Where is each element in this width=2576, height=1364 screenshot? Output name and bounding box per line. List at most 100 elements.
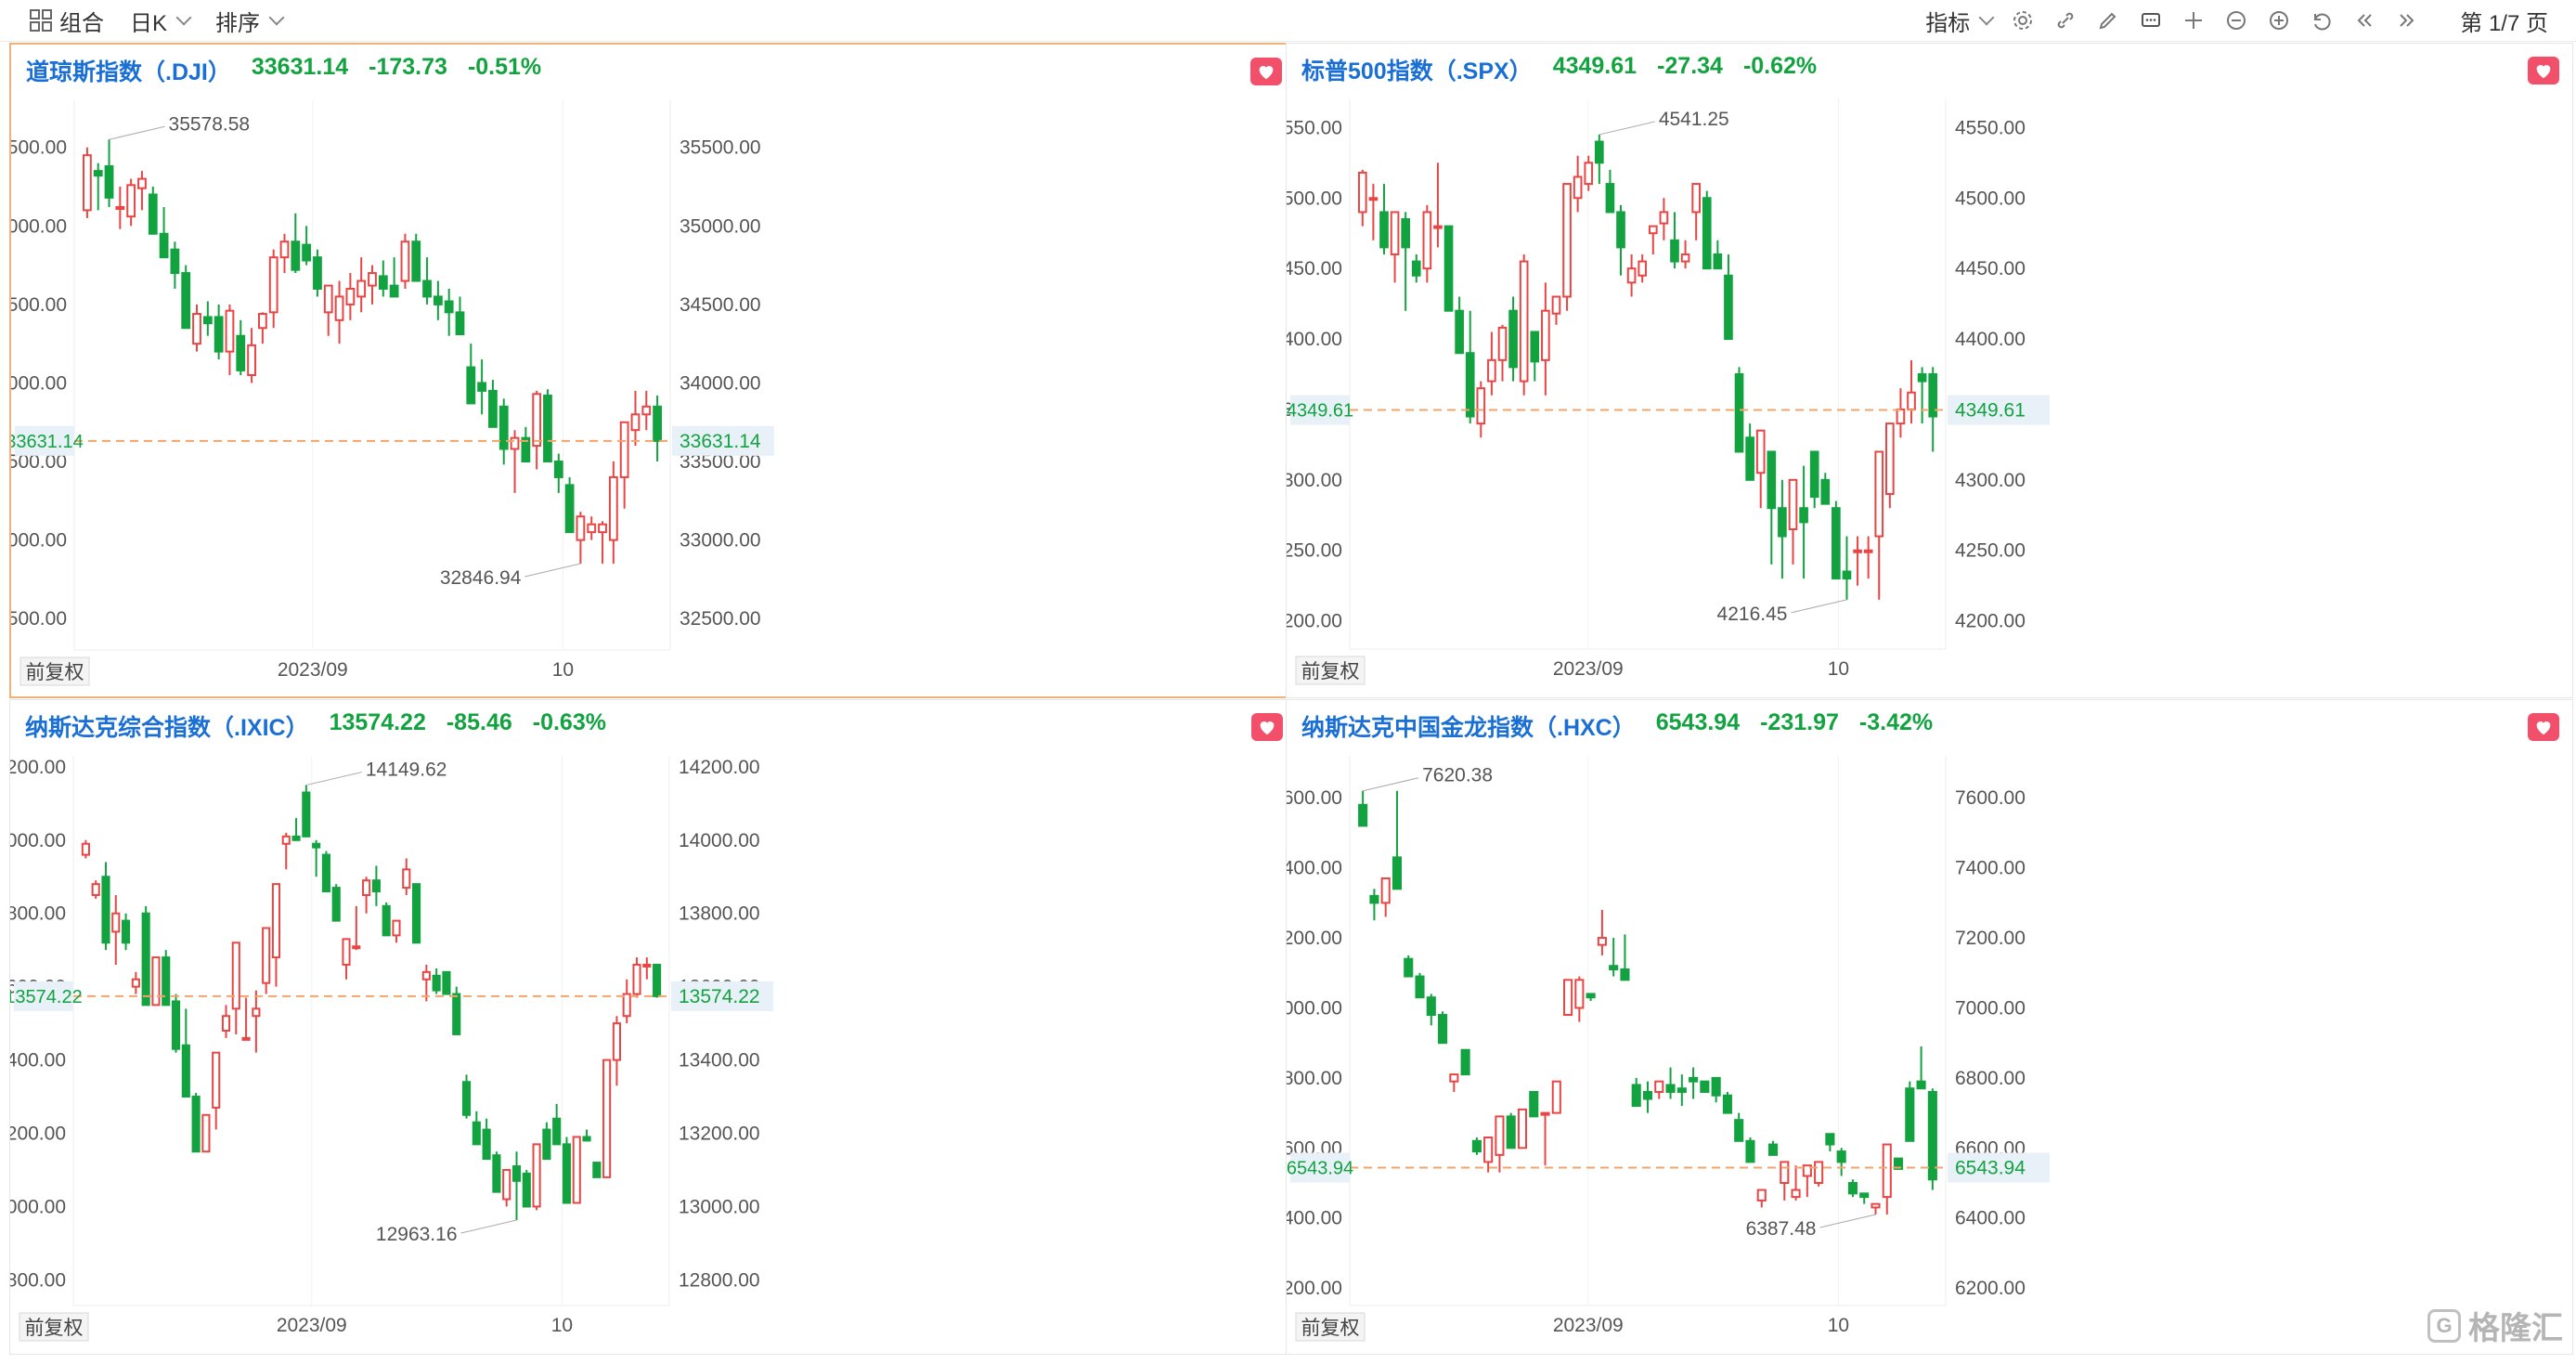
candle-body xyxy=(1676,1087,1687,1093)
pencil-icon[interactable] xyxy=(2096,8,2120,32)
top-toolbar: 组合 日K 排序 指标 第 1/7 页 xyxy=(0,0,2576,42)
adj-label-box xyxy=(1295,1312,1366,1342)
candle-body xyxy=(281,835,291,845)
candle-body xyxy=(1780,1161,1790,1185)
candle-body xyxy=(1874,450,1884,538)
candle-body xyxy=(331,887,341,922)
candle-body xyxy=(111,912,121,933)
candle-body xyxy=(1358,803,1368,827)
candle-body xyxy=(1495,1115,1505,1156)
candle-body xyxy=(511,1165,522,1182)
candle-body xyxy=(1745,1139,1755,1163)
crosshair-icon[interactable] xyxy=(2181,8,2206,32)
high-label: 14149.62 xyxy=(366,760,447,781)
x-tick-label: 2023/09 xyxy=(1553,658,1624,680)
y-tick-label-left: 35500.00 xyxy=(11,137,67,159)
candle-body xyxy=(91,883,100,896)
index-title[interactable]: 道琼斯指数（.DJI） xyxy=(26,59,231,85)
comment-icon[interactable] xyxy=(2139,8,2163,32)
candle-body xyxy=(362,879,371,896)
candle-body xyxy=(1540,1111,1550,1116)
candle-body xyxy=(312,842,321,849)
candle-body xyxy=(482,1128,491,1161)
candle-body xyxy=(1691,183,1701,214)
candle-body xyxy=(389,284,399,298)
index-change-pct: -0.63% xyxy=(532,709,606,735)
rewind-icon[interactable] xyxy=(2352,8,2376,32)
candle-body xyxy=(630,413,641,432)
favorite-heart-icon[interactable] xyxy=(1250,58,1282,85)
undo-icon[interactable] xyxy=(2310,8,2334,32)
candle-body xyxy=(1734,373,1744,453)
candlestick-chart[interactable]: 4550.00 4550.00 4500.00 4500.00 4450.00 4450.… xyxy=(1287,44,2574,699)
candle-body xyxy=(151,956,161,1007)
candle-body xyxy=(598,523,607,534)
sort-dropdown[interactable]: 排序 xyxy=(215,5,285,37)
y-tick-label-left: 7600.00 xyxy=(1287,787,1342,809)
y-tick-label-right: 13000.00 xyxy=(679,1196,760,1217)
candle-body xyxy=(302,791,311,838)
index-title[interactable]: 纳斯达克综合指数（.IXIC） xyxy=(25,715,309,741)
index-change-pct: -0.62% xyxy=(1742,53,1818,79)
candle-body xyxy=(225,309,235,353)
chart-panel-ixic[interactable]: 纳斯达克综合指数（.IXIC） 13574.22 -85.46 -0.63% 1… xyxy=(9,699,1297,1355)
y-tick-label-left: 35000.00 xyxy=(11,215,67,237)
candle-body xyxy=(291,240,301,271)
zoom-in-icon[interactable] xyxy=(2267,8,2291,32)
candle-body xyxy=(1859,1192,1870,1199)
x-tick-label: 10 xyxy=(551,1315,573,1336)
favorite-heart-icon[interactable] xyxy=(2528,713,2559,741)
chart-panel-dji[interactable]: 道琼斯指数（.DJI） 33631.14 -173.73 -0.51% 3550… xyxy=(9,43,1297,698)
candle-body xyxy=(392,919,401,937)
candlestick-chart[interactable]: 7600.00 7600.00 7400.00 7400.00 7200.00 7200.… xyxy=(1287,700,2574,1356)
favorite-heart-icon[interactable] xyxy=(2528,57,2559,84)
candle-body xyxy=(1506,1115,1516,1150)
period-dropdown[interactable]: 日K xyxy=(130,5,192,37)
y-tick-label-right: 7400.00 xyxy=(1955,858,2026,879)
candle-body xyxy=(334,295,344,321)
candle-body xyxy=(241,1036,251,1041)
y-tick-label-right: 14000.00 xyxy=(679,830,760,851)
candlestick-chart[interactable]: 14200.00 14200.00 14000.00 14000.00 13800.00… xyxy=(10,700,1298,1356)
zoom-out-icon[interactable] xyxy=(2224,8,2248,32)
favorite-heart-icon[interactable] xyxy=(1251,713,1283,741)
y-tick-label-left: 7000.00 xyxy=(1287,997,1342,1019)
candle-body xyxy=(1907,391,1916,410)
y-tick-label-right: 13200.00 xyxy=(679,1124,760,1145)
candle-body xyxy=(1882,1143,1892,1199)
candle-body xyxy=(83,154,92,212)
candle-body xyxy=(1836,1150,1846,1163)
y-tick-label-right: 33000.00 xyxy=(680,530,761,552)
chevron-down-icon xyxy=(268,9,285,26)
last-price-label-left: 4349.61 xyxy=(1287,401,1353,422)
candle-body xyxy=(542,1128,551,1161)
settings-icon[interactable] xyxy=(2011,8,2035,32)
candle-body xyxy=(101,876,110,944)
candle-body xyxy=(1563,979,1573,1017)
candle-body xyxy=(1905,1087,1915,1142)
candle-body xyxy=(1711,1076,1721,1097)
chart-panel-hxc[interactable]: 纳斯达克中国金龙指数（.HXC） 6543.94 -231.97 -3.42% … xyxy=(1286,699,2573,1355)
y-tick-label-right: 4550.00 xyxy=(1955,117,2026,138)
index-title[interactable]: 标普500指数（.SPX） xyxy=(1301,58,1533,84)
candle-body xyxy=(1809,450,1819,499)
candle-body xyxy=(1700,1080,1710,1093)
candle-body xyxy=(1508,309,1518,369)
forward-icon[interactable] xyxy=(2395,8,2419,32)
candle-body xyxy=(582,1136,591,1142)
candle-body xyxy=(1517,1108,1528,1150)
candle-body xyxy=(1832,507,1841,580)
link-icon[interactable] xyxy=(2053,8,2078,32)
candle-body xyxy=(291,835,301,841)
chart-panel-spx[interactable]: 标普500指数（.SPX） 4349.61 -27.34 -0.62% 4550… xyxy=(1286,43,2573,698)
candle-body xyxy=(1745,436,1754,481)
candlestick-chart[interactable]: 35500.00 35500.00 35000.00 35000.00 34500.00… xyxy=(11,45,1299,700)
candle-body xyxy=(268,256,278,314)
candle-body xyxy=(1476,387,1486,425)
index-title[interactable]: 纳斯达克中国金龙指数（.HXC） xyxy=(1301,715,1636,741)
indicator-dropdown[interactable]: 指标 xyxy=(1925,5,1995,37)
adj-label-box xyxy=(1295,656,1366,685)
combo-button[interactable]: 组合 xyxy=(28,5,104,37)
candle-body xyxy=(1659,211,1669,225)
candle-body xyxy=(1595,140,1604,164)
